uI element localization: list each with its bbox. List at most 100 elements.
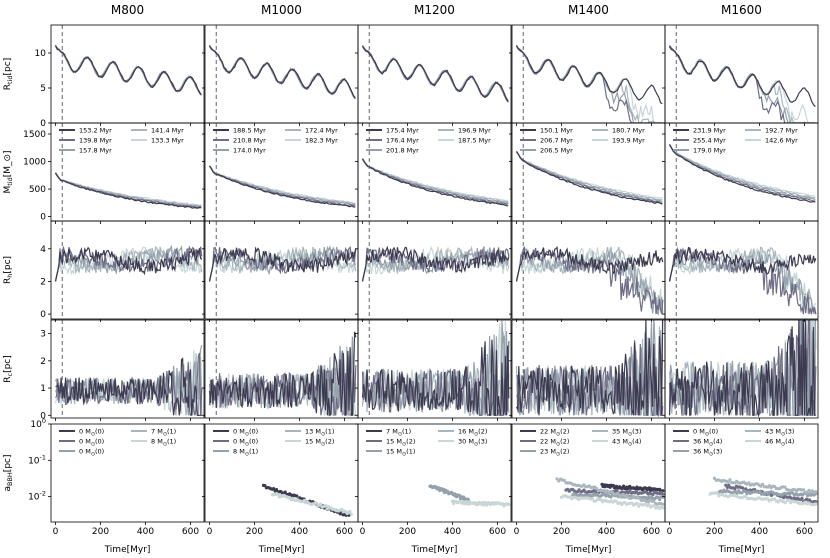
- series-line: [669, 45, 816, 123]
- bbh-point: [324, 504, 328, 508]
- legend-label: 13 M⊙(1): [305, 428, 334, 438]
- panel-frame: [357, 220, 512, 320]
- legend-label: 141.4 Myr: [151, 127, 184, 135]
- bbh-point: [728, 478, 732, 482]
- series-line: [668, 247, 817, 282]
- panel: 231.9 Myr 255.4 Myr 179.0 Myr 192.7 Myr 142.…: [662, 122, 819, 224]
- bbh-point: [272, 487, 276, 491]
- series-line: [669, 44, 816, 123]
- legend-label: 0 M⊙(0): [79, 428, 104, 438]
- series-line: [208, 246, 357, 282]
- y-tick-label: 10: [35, 49, 47, 59]
- series-line: [669, 144, 816, 198]
- series-line: [361, 339, 510, 416]
- legend-label: 210.8 Myr: [233, 137, 266, 145]
- bbh-point: [661, 492, 665, 496]
- legend: 0 M⊙(0)0 M⊙(0)8 M⊙(1)13 M⊙(1)15 M⊙(2): [213, 428, 334, 458]
- bbh-point: [507, 502, 511, 507]
- legend-label: 23 M⊙(2): [540, 448, 569, 458]
- series-line: [54, 44, 202, 95]
- legend: 0 M⊙(0)36 M⊙(4)36 M⊙(3) 43 M⊙(3)46 M⊙(4): [673, 428, 794, 458]
- legend-label: 142.6 Myr: [765, 137, 798, 145]
- y-tick-label: 1: [40, 384, 46, 394]
- series-line: [668, 46, 816, 108]
- series-line: [55, 172, 202, 207]
- legend-label: 192.7 Myr: [765, 127, 798, 135]
- bbh-point: [814, 500, 818, 504]
- legend: 188.5 Myr 210.8 Myr 174.0 Myr 172.4 Myr 182.…: [213, 127, 338, 155]
- series-line: [208, 245, 357, 282]
- y-tick-label: 500: [29, 185, 46, 195]
- y-tick-label: 100: [30, 417, 46, 430]
- bbh-point: [594, 486, 599, 490]
- column-m1400: M1400 150.1 Myr 206.7 Myr 206.5 Myr 180.7 My…: [509, 3, 666, 555]
- legend-label: 150.1 Myr: [540, 127, 573, 135]
- bbh-point: [625, 494, 629, 498]
- plot-area: [668, 221, 817, 319]
- plot-area: [208, 320, 357, 418]
- bbh-point: [314, 501, 319, 505]
- bbh-point: [814, 502, 818, 506]
- series-line: [362, 158, 509, 203]
- series-line: [54, 244, 203, 282]
- legend-label: 35 M⊙(3): [612, 428, 641, 438]
- panel: 0 5 10 Rtid[pc]: [3, 24, 205, 129]
- series-line: [208, 165, 356, 206]
- legend-label: 36 M⊙(3): [693, 448, 722, 458]
- bbh-point: [466, 497, 470, 501]
- bbh-point: [800, 496, 804, 500]
- plot-area: [208, 25, 356, 123]
- x-tick-label: 600: [182, 527, 199, 537]
- legend-label: 0 M⊙(0): [233, 428, 258, 438]
- series-line: [361, 45, 509, 102]
- y-tick-label: 0: [40, 411, 46, 421]
- legend-label: 0 M⊙(0): [693, 428, 718, 438]
- legend-label: 201.8 Myr: [386, 147, 419, 155]
- x-tick-label: 400: [444, 527, 461, 537]
- panel: [509, 220, 666, 322]
- y-tick-label: 1500: [23, 130, 46, 140]
- panel-frame: [50, 220, 205, 320]
- y-axis-label: Mtid[M_⊙]: [3, 150, 14, 193]
- series-line: [55, 357, 202, 416]
- series-line: [362, 158, 509, 204]
- legend-label: 0 M⊙(0): [233, 438, 258, 448]
- bbh-point: [555, 477, 559, 481]
- series-line: [515, 320, 664, 416]
- bbh-point: [782, 496, 786, 500]
- panel: 0 200 400 600 0 M⊙(0)36 M⊙(4)36 M⊙(3) 43 M⊙(3…: [662, 423, 819, 537]
- bbh-point: [609, 495, 613, 499]
- legend-label: 36 M⊙(4): [693, 438, 722, 448]
- plot-area: [261, 483, 353, 517]
- x-axis-label: Time[Myr]: [718, 545, 765, 555]
- series-line: [668, 320, 817, 417]
- series-line: [361, 45, 509, 103]
- y-tick-label: 0: [40, 310, 46, 320]
- plot-area: [54, 25, 202, 123]
- y-tick-label: 0: [40, 213, 46, 223]
- bbh-point: [661, 495, 665, 499]
- panel-frame: [50, 24, 205, 124]
- legend-label: 22 M⊙(2): [540, 438, 569, 448]
- panel-frame: [50, 319, 205, 419]
- plot-area: [208, 221, 357, 319]
- legend: 0 M⊙(0)0 M⊙(0)0 M⊙(0)7 M⊙(1)8 M⊙(1): [59, 428, 176, 458]
- series-line: [515, 151, 663, 203]
- plot-area: [708, 476, 818, 507]
- series-line: [362, 158, 509, 202]
- panel-frame: [664, 319, 819, 419]
- y-tick-label: 4: [40, 245, 46, 255]
- series-line: [668, 143, 816, 199]
- series-line: [361, 245, 510, 282]
- bbh-point: [647, 503, 651, 507]
- legend-label: 175.4 Myr: [386, 127, 419, 135]
- x-tick-label: 200: [399, 527, 416, 537]
- panel: 0 1 2 3 Rc[pc]: [3, 319, 205, 421]
- legend-label: 157.8 Myr: [79, 147, 112, 155]
- bbh-point: [319, 502, 323, 506]
- panel: [662, 24, 819, 126]
- panel-frame: [511, 423, 666, 523]
- series-line: [361, 246, 510, 282]
- series-line: [54, 172, 202, 207]
